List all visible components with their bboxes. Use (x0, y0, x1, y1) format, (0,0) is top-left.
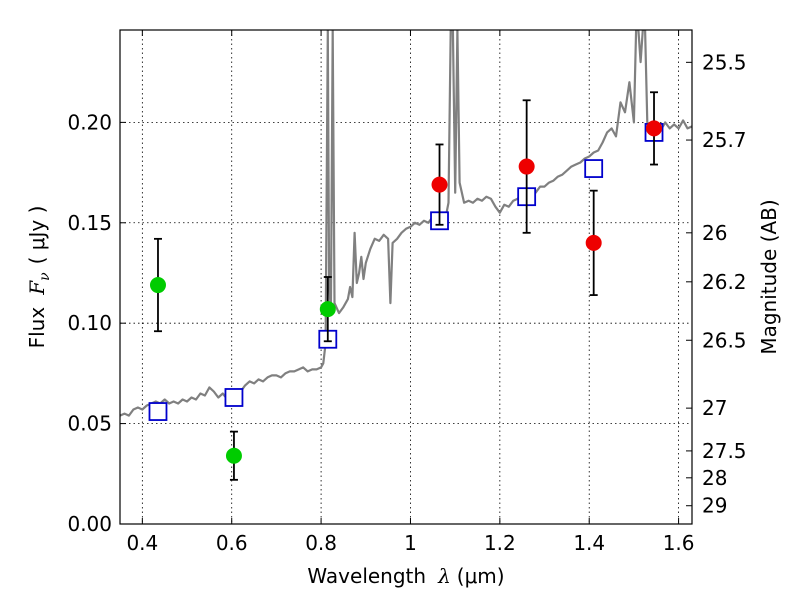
observed-flux-point (225, 447, 242, 464)
observed-flux-point (149, 277, 166, 294)
observed-flux-point (646, 120, 663, 137)
x-tick-label: 1 (404, 531, 417, 555)
model-square-marker (584, 159, 604, 178)
y2-axis-label: Magnitude (AB) (757, 199, 781, 354)
y-tick-label: 0.05 (67, 412, 112, 436)
x-tick-label: 1.2 (484, 531, 516, 555)
y2-tick-label: 26.2 (702, 270, 747, 294)
x-tick-label: 1.6 (663, 531, 695, 555)
y-tick-label: 0.20 (67, 110, 112, 134)
y-tick-label: 0.10 (67, 311, 112, 335)
y2-tick-label: 29 (702, 494, 727, 518)
x-tick-label: 0.4 (126, 531, 158, 555)
observed-flux-point (518, 158, 535, 175)
x-tick-label: 1.4 (573, 531, 605, 555)
y-axis-label: FluxFν( μJy ) (25, 206, 53, 349)
y2-tick-label: 26.5 (702, 328, 747, 352)
plot-area (120, 30, 692, 481)
x-axis-label: Wavelength λ (μm) (307, 564, 504, 588)
plot-frame (119, 29, 693, 525)
observed-flux-point (431, 176, 448, 193)
y2-tick-label: 28 (702, 466, 727, 490)
model-square-marker (148, 402, 168, 421)
y2-tick-label: 27 (702, 396, 727, 420)
y-tick-label: 0.00 (67, 512, 112, 536)
observed-flux-point (319, 301, 336, 318)
y2-tick-label: 25.7 (702, 128, 747, 152)
axis-ticks: 0.4 0.6 0.8 1 1.2 1.4 1.6 0.00 0.05 0.10 0.15 0.20 2… (67, 30, 747, 555)
observed-flux-point (585, 234, 602, 251)
y2-tick-label: 27.5 (702, 439, 747, 463)
x-tick-label: 0.6 (216, 531, 248, 555)
y2-tick-label: 25.5 (702, 50, 747, 74)
y-tick-label: 0.15 (67, 211, 112, 235)
x-tick-label: 0.8 (305, 531, 337, 555)
y2-tick-label: 26 (702, 221, 727, 245)
model-square-marker (224, 388, 244, 407)
